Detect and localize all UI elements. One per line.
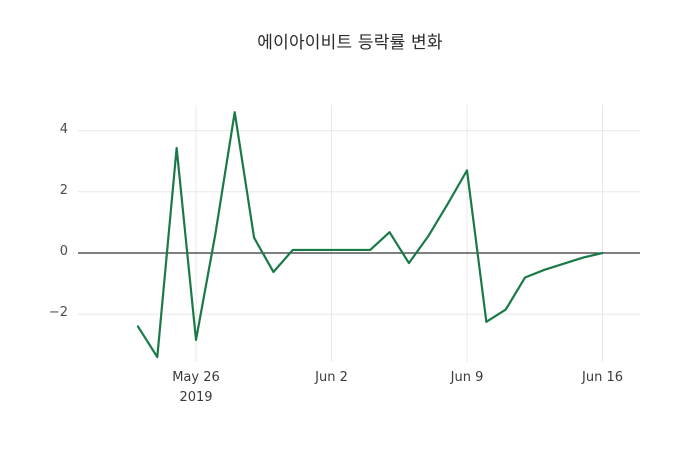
x-tick-label: Jun 9	[450, 370, 484, 385]
x-tick-label: May 26	[172, 370, 220, 385]
x-tick-label: Jun 2	[315, 370, 348, 385]
x-gridlines	[195, 105, 603, 362]
x-tick-sublabel-year: 2019	[179, 390, 213, 405]
y-tick-label: 0	[59, 244, 68, 259]
y-gridlines	[78, 130, 640, 315]
y-tick-label: 2	[59, 182, 68, 198]
y-tick-label: −2	[48, 305, 68, 321]
data-line-series	[136, 111, 604, 359]
y-tick-label: 4	[59, 121, 68, 137]
chart-title: 에이아이비트 등락률 변화	[257, 33, 443, 53]
x-tick-label: Jun 16	[582, 370, 623, 385]
